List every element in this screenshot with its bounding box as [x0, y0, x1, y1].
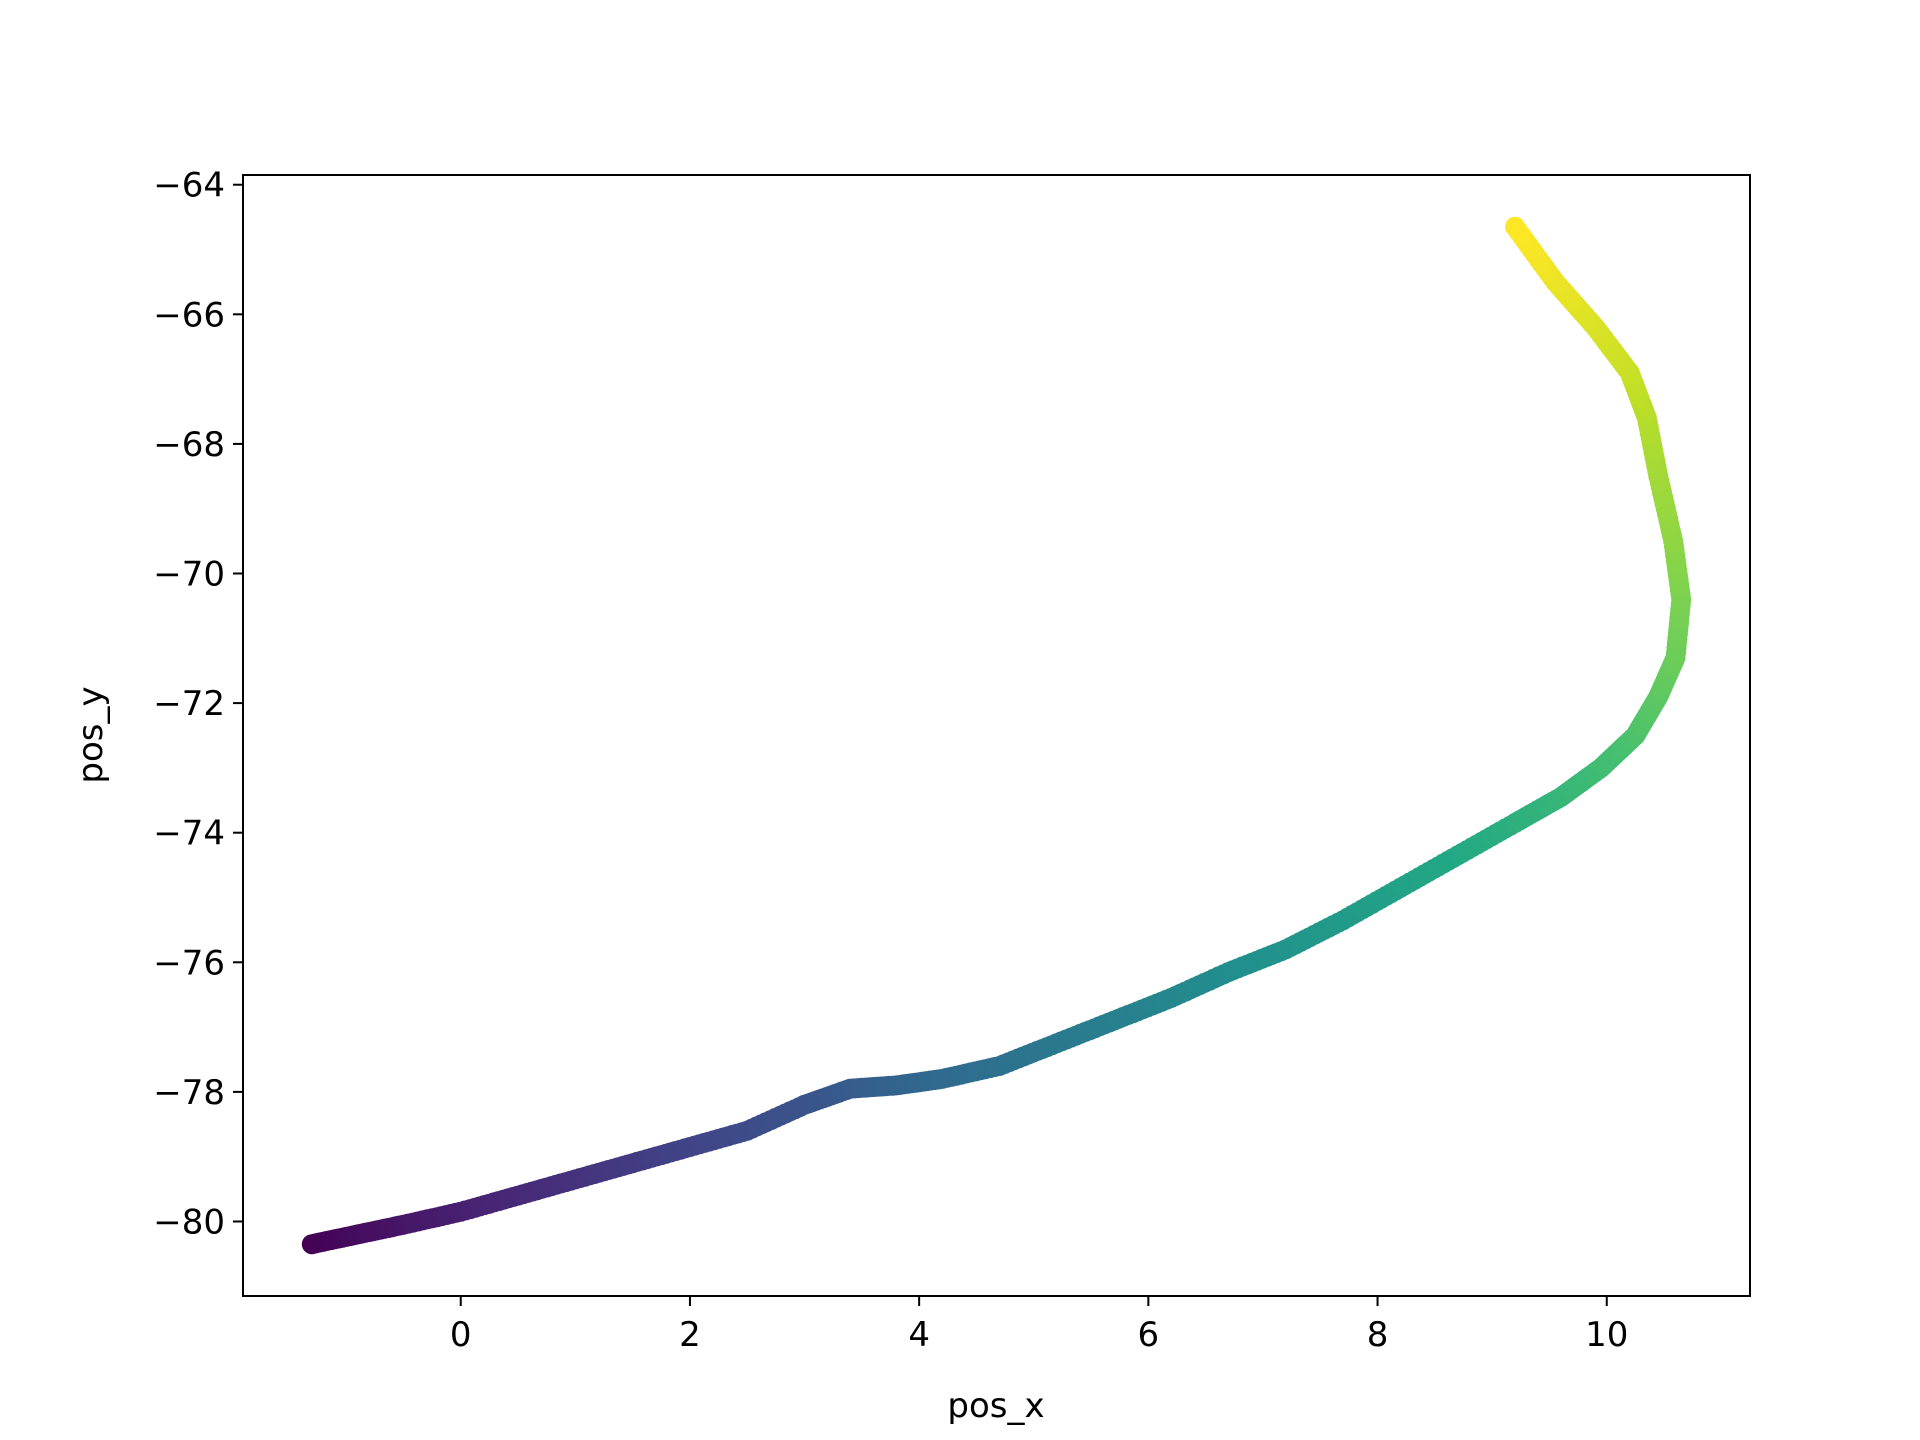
x-tick-label: 2	[679, 1315, 701, 1355]
y-tick-label: −74	[153, 814, 225, 854]
y-axis-label: pos_y	[71, 686, 111, 783]
x-tick-label: 8	[1367, 1315, 1389, 1355]
y-tick-label: −78	[153, 1073, 225, 1113]
y-tick-label: −68	[153, 425, 225, 465]
y-tick-label: −66	[153, 295, 225, 335]
x-tick-label: 10	[1585, 1315, 1628, 1355]
axis-ticks: 0 2 4 6 8 10 −64 −66 −68 −70 −72 −74 −76 −78 −80	[153, 166, 1628, 1355]
y-tick-label: −76	[153, 943, 225, 983]
plot-area	[301, 216, 1692, 1255]
x-tick-label: 0	[450, 1315, 472, 1355]
x-tick-label: 4	[908, 1315, 930, 1355]
y-tick-label: −72	[153, 684, 225, 724]
axes-frame	[242, 174, 1751, 1297]
trajectory-point	[1505, 216, 1526, 237]
x-axis-label: pos_x	[947, 1386, 1044, 1426]
y-tick-label: −64	[153, 166, 225, 206]
x-tick-label: 6	[1138, 1315, 1160, 1355]
y-tick-label: −70	[153, 555, 225, 595]
y-tick-label: −80	[153, 1202, 225, 1242]
